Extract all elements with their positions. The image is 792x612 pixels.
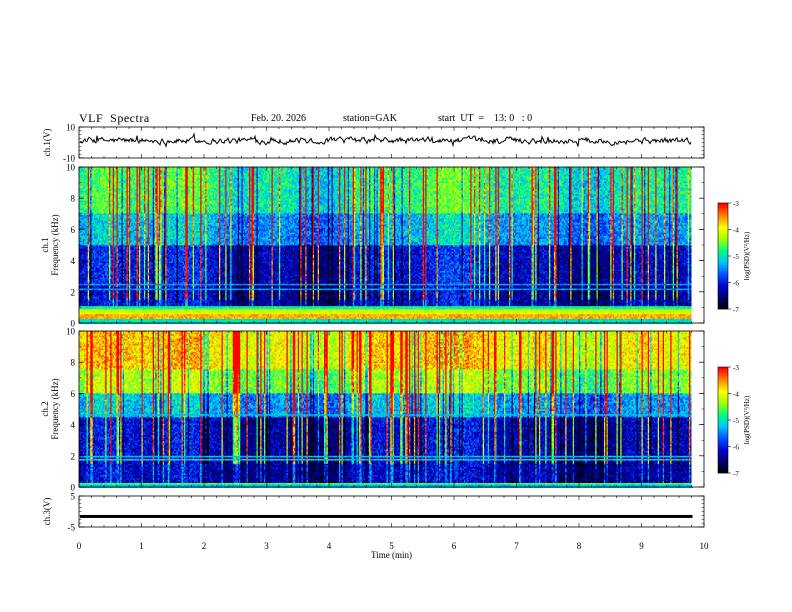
ch1-waveform-trace [80,134,691,146]
ch1-waveform-ylabel-line: ch.1(V) [42,129,52,157]
ch1-spectrogram-image [79,167,693,324]
ch1-waveform-ylabel: ch.1(V) [42,129,52,157]
ch1-waveform-ytick-label: 10 [66,123,76,133]
